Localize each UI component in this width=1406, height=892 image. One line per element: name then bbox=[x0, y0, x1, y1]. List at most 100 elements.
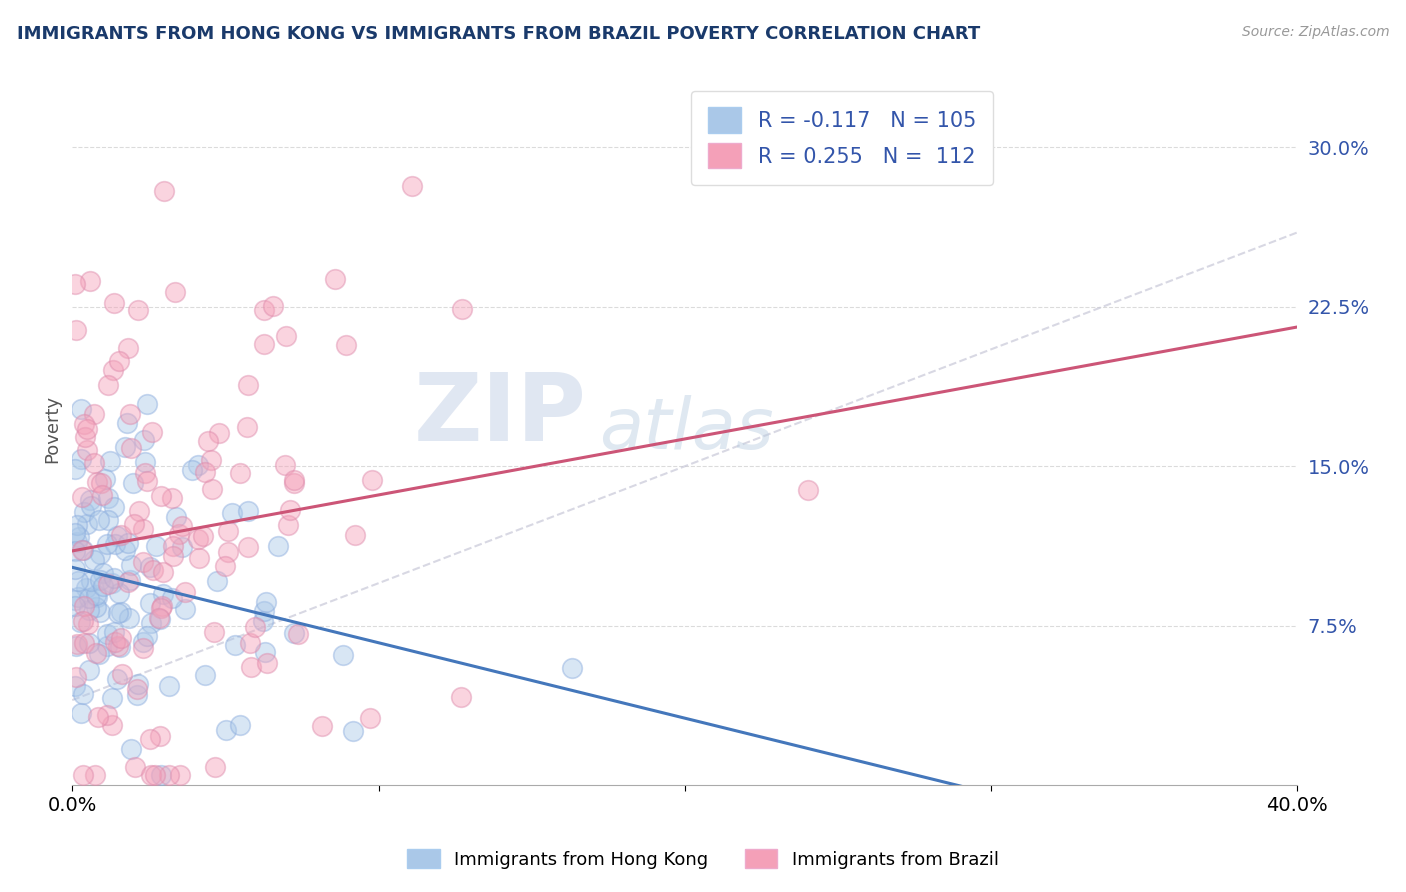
Point bbox=[561, 661, 583, 675]
Point bbox=[335, 337, 357, 351]
Point bbox=[311, 719, 333, 733]
Point bbox=[96, 537, 118, 551]
Point bbox=[359, 710, 381, 724]
Point bbox=[165, 510, 187, 524]
Point bbox=[101, 362, 124, 376]
Point bbox=[73, 429, 96, 443]
Point bbox=[89, 574, 111, 588]
Point bbox=[343, 527, 366, 541]
Point bbox=[256, 657, 278, 671]
Point bbox=[103, 295, 125, 310]
Point bbox=[118, 407, 141, 421]
Point bbox=[66, 574, 89, 588]
Point bbox=[65, 526, 87, 541]
Point bbox=[89, 547, 111, 561]
Point bbox=[254, 595, 277, 609]
Point bbox=[103, 624, 125, 639]
Y-axis label: Poverty: Poverty bbox=[44, 395, 60, 463]
Point bbox=[254, 645, 277, 659]
Point bbox=[84, 646, 107, 660]
Point bbox=[70, 706, 93, 720]
Point bbox=[96, 708, 118, 723]
Point bbox=[229, 718, 252, 732]
Point bbox=[75, 581, 97, 595]
Point bbox=[65, 670, 87, 684]
Point bbox=[159, 767, 181, 781]
Point bbox=[134, 467, 156, 481]
Point bbox=[108, 640, 131, 654]
Point bbox=[145, 539, 167, 553]
Point bbox=[132, 635, 155, 649]
Point bbox=[84, 588, 107, 602]
Point bbox=[139, 596, 162, 610]
Point bbox=[157, 679, 180, 693]
Point bbox=[170, 541, 193, 555]
Point bbox=[79, 273, 101, 287]
Point bbox=[134, 455, 156, 469]
Point bbox=[132, 433, 155, 447]
Point bbox=[107, 639, 129, 653]
Point bbox=[65, 679, 87, 693]
Point bbox=[86, 475, 108, 490]
Point bbox=[450, 690, 472, 704]
Point bbox=[139, 615, 162, 630]
Point bbox=[278, 503, 301, 517]
Point bbox=[83, 456, 105, 470]
Point bbox=[124, 760, 146, 774]
Point bbox=[65, 544, 87, 558]
Point bbox=[70, 401, 93, 416]
Point bbox=[132, 641, 155, 656]
Point bbox=[174, 601, 197, 615]
Point bbox=[65, 461, 87, 475]
Point bbox=[342, 724, 364, 739]
Point bbox=[238, 378, 260, 392]
Point bbox=[86, 590, 108, 604]
Point bbox=[262, 299, 284, 313]
Point bbox=[149, 612, 172, 626]
Point bbox=[139, 767, 162, 781]
Text: Source: ZipAtlas.com: Source: ZipAtlas.com bbox=[1241, 25, 1389, 39]
Point bbox=[80, 574, 103, 588]
Point bbox=[143, 767, 166, 781]
Point bbox=[217, 545, 239, 559]
Point bbox=[150, 599, 173, 613]
Point bbox=[287, 627, 309, 641]
Point bbox=[97, 491, 120, 505]
Point bbox=[139, 732, 162, 747]
Point bbox=[76, 443, 98, 458]
Point bbox=[323, 272, 346, 286]
Point bbox=[160, 491, 183, 505]
Point bbox=[200, 453, 222, 467]
Point bbox=[239, 636, 262, 650]
Point bbox=[107, 606, 129, 620]
Point bbox=[110, 632, 132, 646]
Point bbox=[253, 604, 276, 618]
Point bbox=[152, 184, 174, 198]
Point bbox=[65, 637, 87, 651]
Point bbox=[84, 599, 107, 614]
Point bbox=[797, 483, 820, 498]
Point bbox=[277, 518, 299, 533]
Point bbox=[120, 742, 142, 756]
Point bbox=[120, 441, 142, 455]
Point bbox=[238, 504, 260, 518]
Point bbox=[117, 574, 139, 589]
Point bbox=[451, 301, 474, 316]
Point bbox=[332, 648, 354, 662]
Point bbox=[135, 474, 157, 488]
Point bbox=[79, 603, 101, 617]
Point bbox=[87, 710, 110, 724]
Point bbox=[108, 353, 131, 368]
Point bbox=[283, 476, 305, 491]
Point bbox=[65, 561, 87, 575]
Point bbox=[214, 559, 236, 574]
Point bbox=[243, 619, 266, 633]
Point bbox=[132, 555, 155, 569]
Point bbox=[72, 417, 94, 432]
Point bbox=[91, 566, 114, 581]
Point bbox=[72, 614, 94, 628]
Point bbox=[70, 490, 93, 504]
Point bbox=[70, 542, 93, 557]
Point bbox=[117, 341, 139, 355]
Point bbox=[79, 636, 101, 650]
